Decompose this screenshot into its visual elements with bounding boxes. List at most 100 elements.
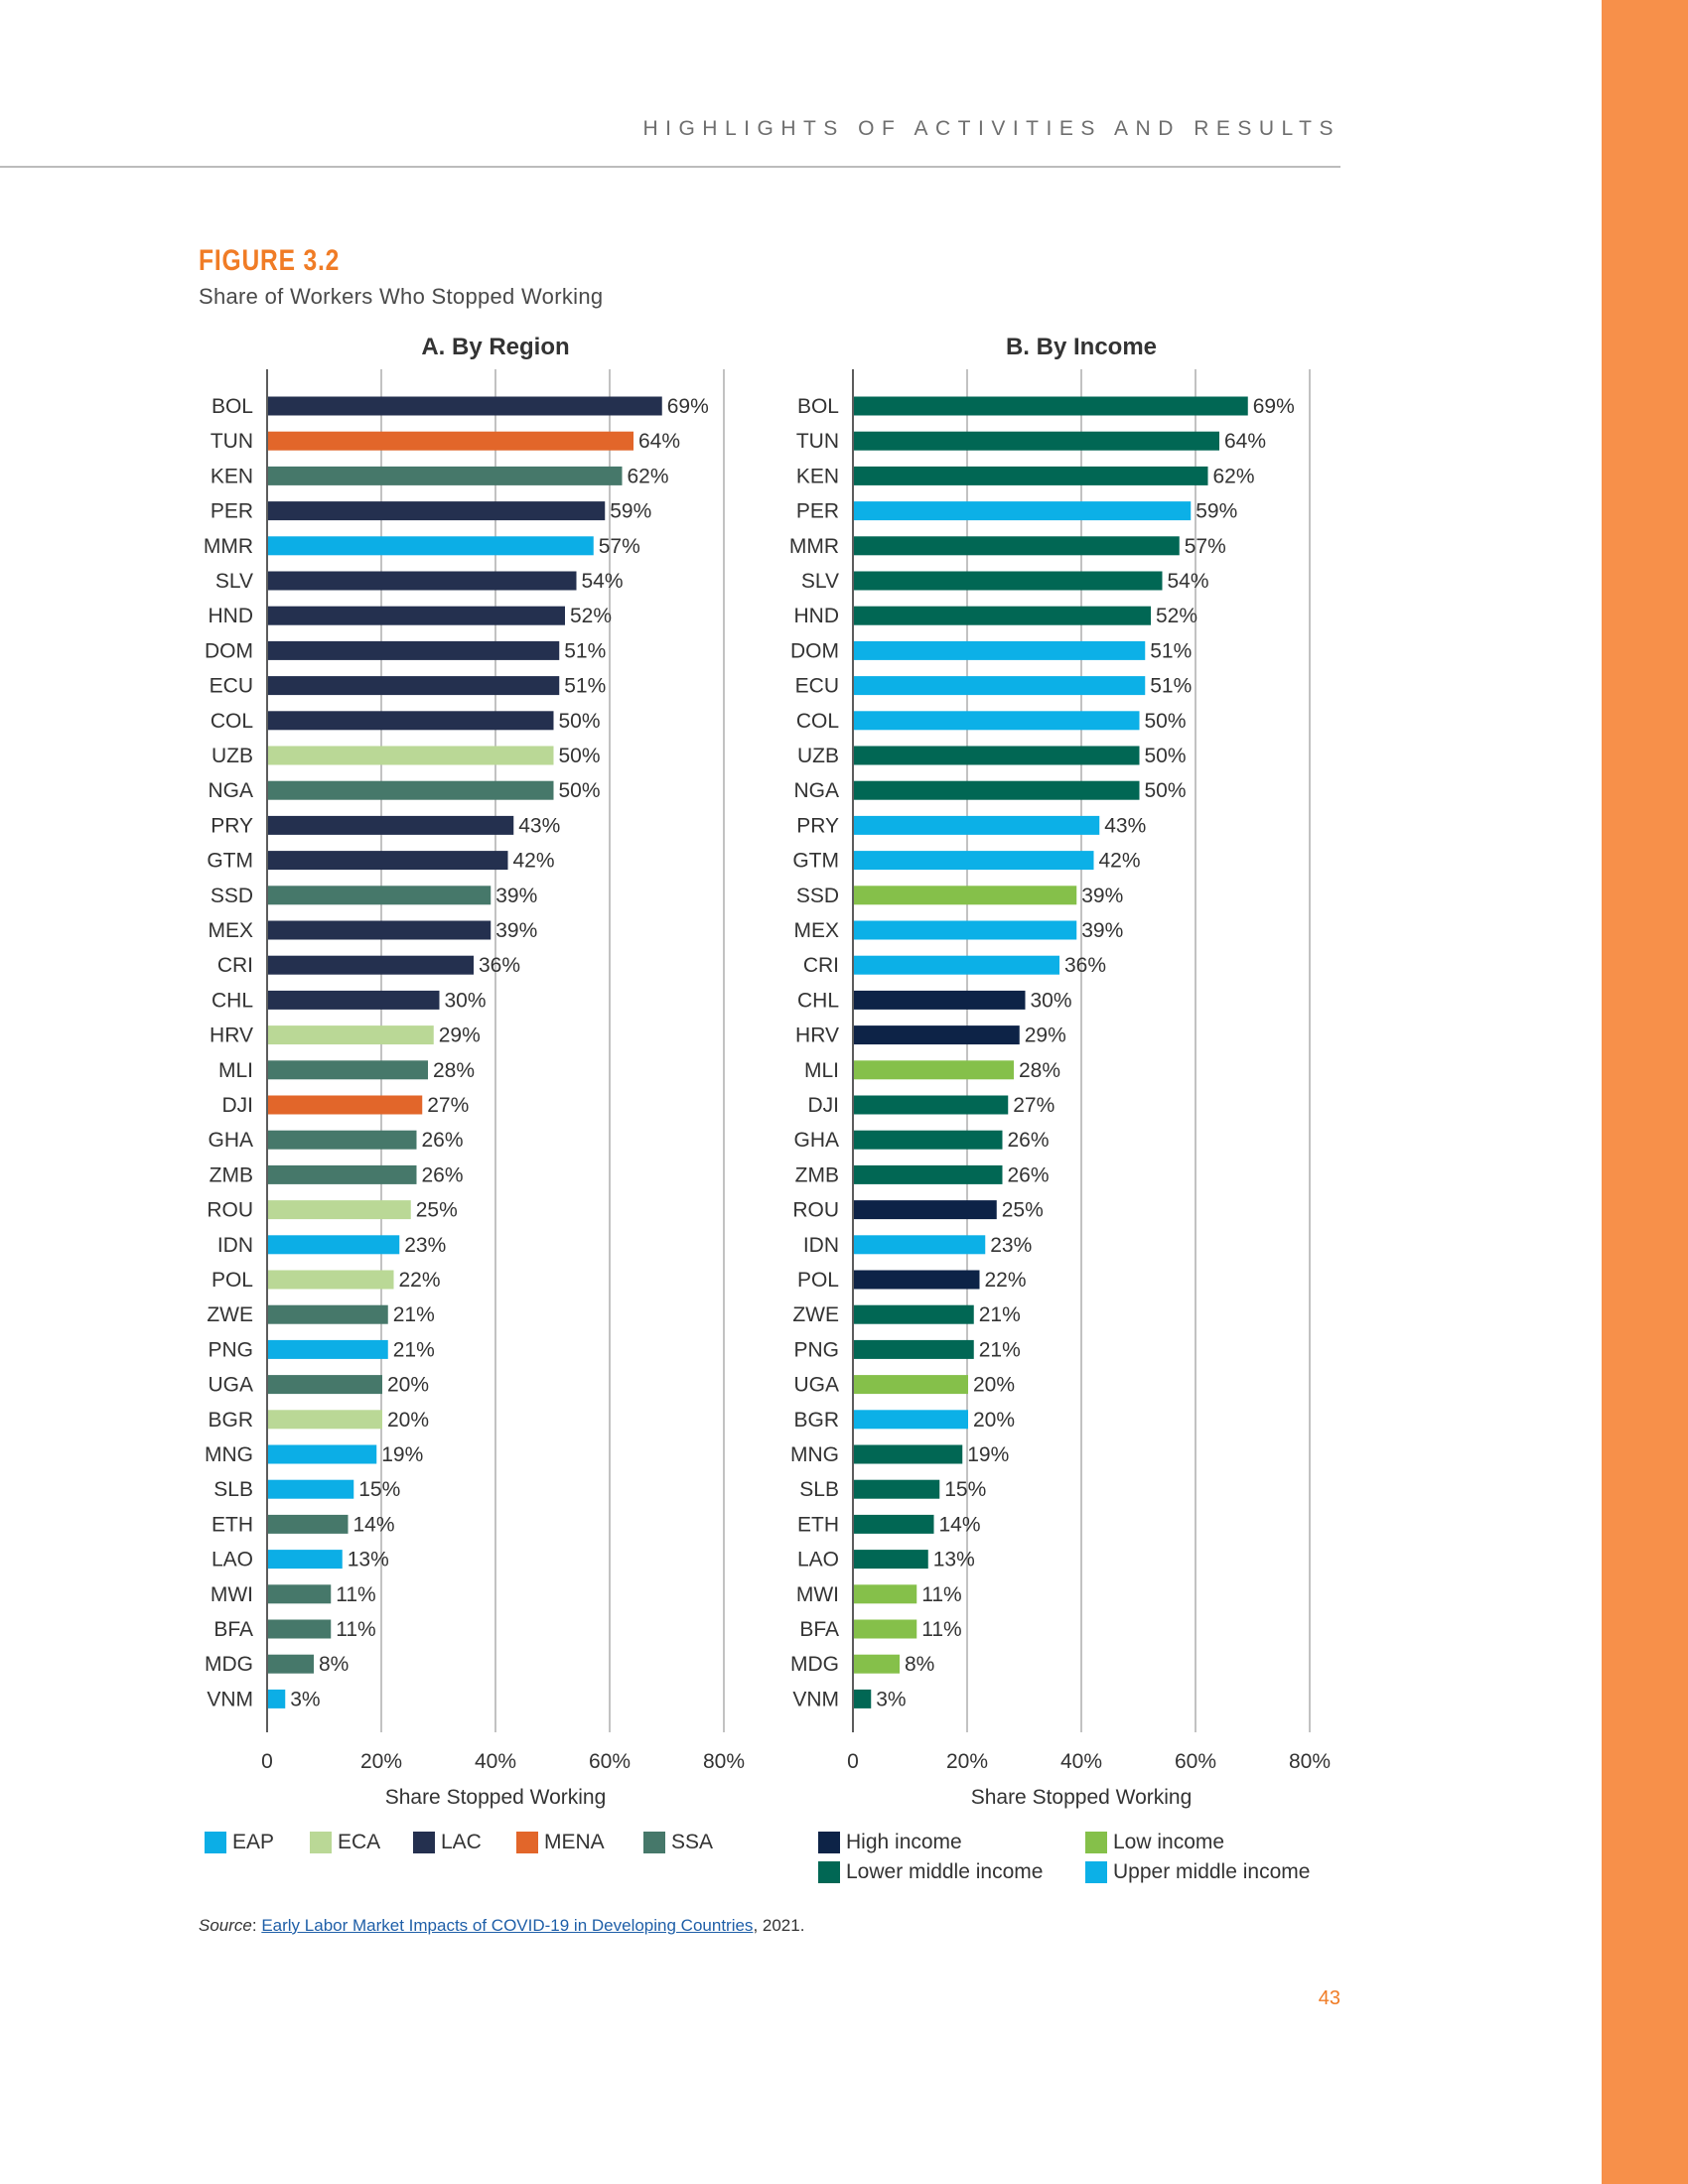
data-label-region-TUN: 64% [638, 430, 680, 453]
bar-region-VNM [268, 1689, 286, 1708]
legend-item-lac: LAC [413, 1831, 482, 1854]
data-label-region-MNG: 19% [381, 1443, 423, 1466]
source-link[interactable]: Early Labor Market Impacts of COVID-19 i… [261, 1916, 754, 1935]
category-label-region-BFA: BFA [213, 1618, 253, 1641]
bar-income-BOL [854, 396, 1248, 416]
data-label-income-MDG: 8% [905, 1653, 934, 1676]
data-label-income-ROU: 25% [1002, 1199, 1044, 1222]
legend-item-eca: ECA [310, 1831, 380, 1854]
category-label-region-PER: PER [211, 500, 253, 523]
bar-income-COL [854, 711, 1140, 731]
category-label-income-BFA: BFA [799, 1618, 839, 1641]
category-label-region-ETH: ETH [211, 1513, 253, 1536]
bar-income-SLB [854, 1479, 940, 1499]
bar-region-CHL [268, 990, 440, 1010]
category-label-income-DOM: DOM [790, 639, 839, 662]
data-label-region-UZB: 50% [559, 745, 601, 767]
bar-region-IDN [268, 1235, 400, 1255]
bar-income-HRV [854, 1025, 1020, 1045]
bar-region-MLI [268, 1060, 428, 1080]
category-label-region-BOL: BOL [211, 395, 253, 418]
legend-swatch-eca [310, 1832, 332, 1853]
legend-swatch-eap [205, 1832, 226, 1853]
bar-region-CRI [268, 955, 474, 975]
data-label-income-ETH: 14% [939, 1513, 981, 1536]
category-label-income-GTM: GTM [792, 850, 839, 873]
bar-income-HND [854, 606, 1151, 625]
data-label-region-SLB: 15% [358, 1478, 400, 1501]
bar-region-TUN [268, 431, 633, 451]
data-label-income-ZMB: 26% [1008, 1163, 1050, 1186]
x-tick-label-region-0: 0 [261, 1750, 273, 1773]
category-label-income-TUN: TUN [796, 430, 839, 453]
category-label-region-GTM: GTM [207, 850, 253, 873]
category-label-income-CHL: CHL [797, 989, 839, 1012]
data-label-region-DOM: 51% [564, 639, 606, 662]
page-number: 43 [1318, 1987, 1340, 2009]
x-axis-label-region: Share Stopped Working [385, 1786, 607, 1809]
bar-region-HRV [268, 1025, 434, 1045]
legend-label-high-income: High income [846, 1831, 962, 1853]
legend-item-ssa: SSA [643, 1831, 713, 1854]
bar-income-UZB [854, 746, 1140, 765]
data-label-region-GTM: 42% [513, 850, 555, 873]
category-label-income-ROU: ROU [792, 1199, 839, 1222]
bar-region-BFA [268, 1619, 332, 1639]
bar-region-MMR [268, 536, 594, 556]
bar-income-LAO [854, 1550, 928, 1570]
category-label-region-PNG: PNG [208, 1338, 253, 1361]
legend-swatch-mena [516, 1832, 538, 1853]
category-label-region-HND: HND [209, 605, 254, 627]
bar-region-ZWE [268, 1304, 388, 1324]
data-label-income-SLV: 54% [1168, 570, 1209, 593]
category-label-region-LAO: LAO [211, 1549, 253, 1571]
category-label-region-CHL: CHL [211, 989, 253, 1012]
data-label-region-PRY: 43% [518, 814, 560, 837]
bar-income-ROU [854, 1200, 997, 1220]
data-label-region-MDG: 8% [319, 1653, 349, 1676]
category-label-region-DOM: DOM [205, 639, 253, 662]
data-label-income-MEX: 39% [1081, 919, 1123, 942]
bar-income-NGA [854, 780, 1140, 800]
legend-item-low-income: Low income [1085, 1831, 1224, 1854]
category-label-income-CRI: CRI [803, 954, 839, 977]
bar-income-DOM [854, 640, 1146, 660]
category-label-income-SLB: SLB [799, 1478, 839, 1501]
bar-region-KEN [268, 466, 623, 485]
data-label-income-ZWE: 21% [979, 1303, 1021, 1326]
legend-label-lower-middle-income: Lower middle income [846, 1860, 1044, 1883]
data-label-income-MWI: 11% [921, 1583, 961, 1606]
category-label-region-KEN: KEN [211, 465, 253, 487]
category-label-region-IDN: IDN [217, 1234, 253, 1257]
data-label-income-UZB: 50% [1145, 745, 1187, 767]
bar-region-BOL [268, 396, 662, 416]
bar-income-MEX [854, 920, 1077, 940]
data-label-income-CRI: 36% [1064, 954, 1106, 977]
category-label-income-MLI: MLI [804, 1059, 839, 1082]
category-label-region-POL: POL [211, 1269, 253, 1292]
category-label-region-VNM: VNM [207, 1688, 253, 1710]
data-label-region-ECU: 51% [564, 675, 606, 698]
data-label-income-PRY: 43% [1104, 814, 1146, 837]
bar-income-PRY [854, 815, 1100, 835]
bar-region-LAO [268, 1550, 343, 1570]
category-label-income-DJI: DJI [808, 1094, 840, 1117]
category-label-region-PRY: PRY [211, 814, 253, 837]
data-label-region-ZMB: 26% [422, 1163, 464, 1186]
data-label-income-TUN: 64% [1224, 430, 1266, 453]
legend-item-mena: MENA [516, 1831, 605, 1854]
category-label-income-NGA: NGA [793, 779, 839, 802]
bar-region-UZB [268, 746, 554, 765]
category-label-income-PER: PER [796, 500, 839, 523]
legend-label-upper-middle-income: Upper middle income [1113, 1860, 1311, 1883]
category-label-income-MWI: MWI [796, 1583, 839, 1606]
data-label-income-PER: 59% [1196, 500, 1237, 523]
bar-region-SSD [268, 886, 492, 905]
bar-income-SLV [854, 571, 1163, 591]
category-label-region-MWI: MWI [211, 1583, 253, 1606]
data-label-income-MNG: 19% [967, 1443, 1009, 1466]
data-label-region-HND: 52% [570, 605, 612, 627]
x-tick-label-region-3: 60% [589, 1750, 631, 1773]
x-tick-label-income-3: 60% [1175, 1750, 1216, 1773]
